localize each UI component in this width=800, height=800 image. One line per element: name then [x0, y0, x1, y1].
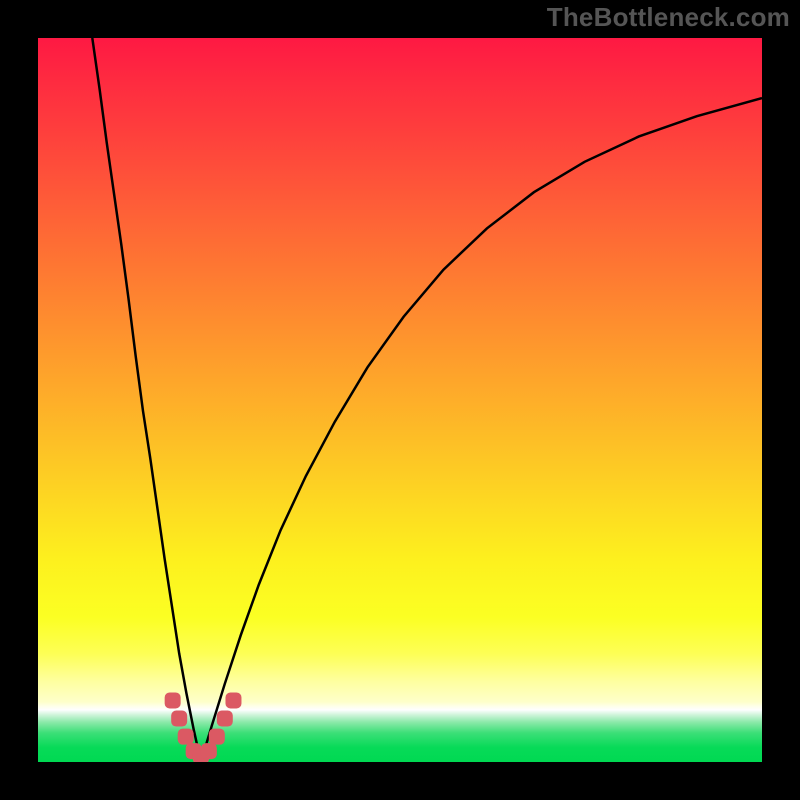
marker	[209, 729, 225, 745]
chart-svg	[38, 38, 762, 762]
marker	[201, 743, 217, 759]
watermark-text: TheBottleneck.com	[547, 2, 790, 33]
marker	[217, 711, 233, 727]
background-rect	[38, 38, 762, 762]
plot-area	[38, 38, 762, 762]
marker	[165, 692, 181, 708]
marker	[225, 692, 241, 708]
marker	[171, 711, 187, 727]
marker	[178, 729, 194, 745]
chart-root: TheBottleneck.com	[0, 0, 800, 800]
